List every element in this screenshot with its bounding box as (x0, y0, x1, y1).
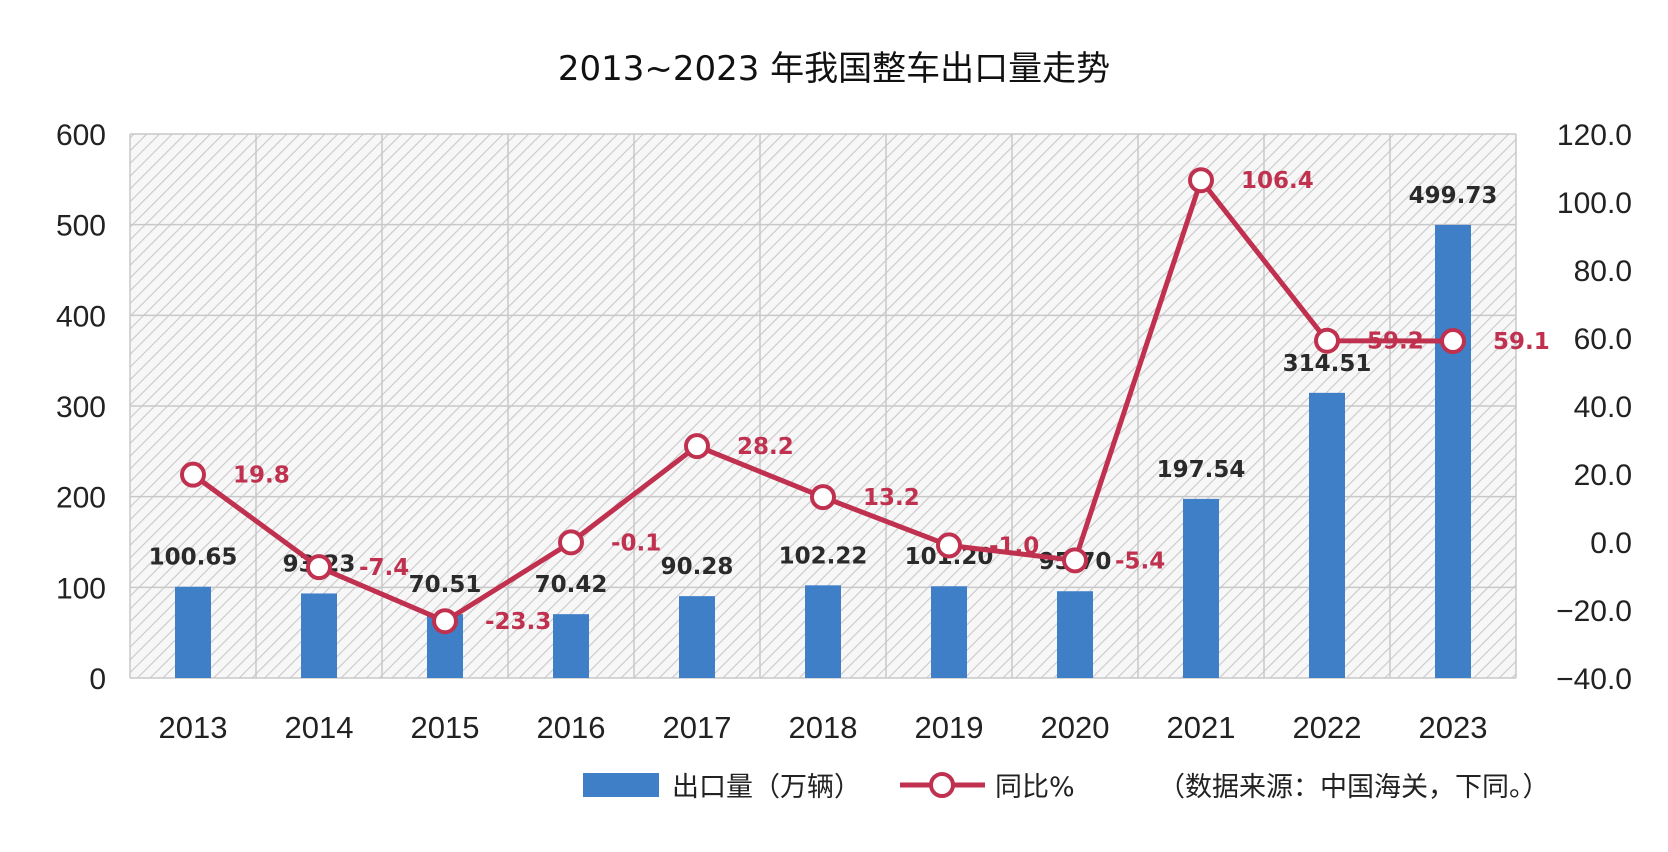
yoy-value-label: 13.2 (863, 485, 920, 511)
x-tick-label: 2022 (1293, 710, 1362, 745)
bar (679, 596, 715, 678)
x-ticks: 2013 2014 2015 2016 2017 2018 2019 2020 2021 2022… (159, 710, 1488, 745)
bar (301, 593, 337, 678)
y-left-tick-label: 100 (56, 572, 106, 605)
y-right-tick-label: 20.0 (1574, 459, 1632, 492)
x-tick-label: 2017 (663, 710, 732, 745)
yoy-point (432, 608, 458, 635)
x-tick-label: 2013 (159, 710, 228, 745)
yoy-point (558, 529, 584, 556)
y-left-tick-label: 200 (56, 482, 106, 515)
yoy-point (180, 461, 206, 488)
y-right-tick-label: −40.0 (1556, 663, 1632, 696)
yoy-point (1062, 547, 1088, 574)
y-left-tick-label: 400 (56, 300, 106, 333)
x-tick-label: 2023 (1419, 710, 1488, 745)
bar-value-label: 70.42 (535, 572, 608, 598)
y-right-tick-label: 60.0 (1574, 323, 1632, 356)
x-tick-label: 2020 (1041, 710, 1110, 745)
legend-line-marker (929, 772, 955, 798)
bar-value-label: 90.28 (661, 554, 734, 580)
x-tick-label: 2015 (411, 710, 480, 745)
yoy-value-label: 19.8 (233, 463, 290, 489)
x-tick-label: 2021 (1167, 710, 1236, 745)
source-note: （数据来源：中国海关，下同。） (1158, 772, 1550, 803)
bar (1309, 392, 1345, 678)
yoy-value-label: 59.1 (1493, 329, 1550, 355)
line-labels: 19.8 -7.4 -23.3 -0.1 28.2 13.2 -1.0 -5.4 106.4 59… (233, 168, 1550, 635)
legend-line-label: 同比% (995, 772, 1075, 803)
bar (805, 585, 841, 678)
yoy-value-label: -1.0 (989, 533, 1039, 559)
yoy-point (1188, 167, 1214, 194)
chart-title: 2013~2023 年我国整车出口量走势 (558, 49, 1110, 89)
yoy-point (810, 484, 836, 511)
legend: 出口量（万辆） 同比% (583, 772, 1075, 803)
y-left-tick-label: 500 (56, 210, 106, 243)
yoy-point (936, 532, 962, 559)
bar (1435, 224, 1471, 678)
y-left-ticks: 0 100 200 300 400 500 600 (56, 119, 106, 696)
y-right-ticks: −40.0 −20.0 0.0 20.0 40.0 60.0 80.0 100.0 120.0 (1556, 119, 1632, 696)
yoy-value-label: -23.3 (485, 609, 551, 635)
yoy-point (306, 554, 332, 581)
bars (175, 224, 1471, 678)
yoy-value-label: -7.4 (359, 555, 409, 581)
bar (1183, 498, 1219, 678)
bar (931, 586, 967, 678)
y-right-tick-label: 120.0 (1557, 119, 1632, 152)
x-tick-label: 2018 (789, 710, 858, 745)
bar (175, 586, 211, 678)
y-left-tick-label: 600 (56, 119, 106, 152)
yoy-value-label: 106.4 (1241, 168, 1314, 194)
y-left-tick-label: 300 (56, 391, 106, 424)
legend-bar-swatch (583, 773, 659, 797)
bar-value-label: 314.51 (1283, 351, 1372, 377)
bar-value-label: 102.22 (779, 543, 868, 569)
yoy-line-series (180, 167, 1466, 635)
y-right-tick-label: 100.0 (1557, 187, 1632, 220)
y-right-tick-label: 0.0 (1590, 527, 1632, 560)
bar-value-label: 70.51 (409, 572, 482, 598)
y-right-tick-label: −20.0 (1556, 595, 1632, 628)
y-right-tick-label: 40.0 (1574, 391, 1632, 424)
x-tick-label: 2014 (285, 710, 354, 745)
bar-value-label: 100.65 (149, 545, 238, 571)
yoy-value-label: -5.4 (1115, 548, 1165, 574)
bar (553, 614, 589, 678)
bar (1057, 591, 1093, 678)
yoy-value-label: -0.1 (611, 530, 661, 556)
yoy-point (684, 433, 710, 460)
yoy-value-label: 59.2 (1367, 329, 1424, 355)
legend-bar-label: 出口量（万辆） (672, 772, 861, 803)
bar-value-label: 197.54 (1157, 457, 1246, 483)
bar-value-label: 499.73 (1409, 183, 1498, 209)
x-tick-label: 2016 (537, 710, 606, 745)
yoy-point (1314, 327, 1340, 354)
y-left-tick-label: 0 (89, 663, 106, 696)
yoy-value-label: 28.2 (737, 434, 794, 460)
x-tick-label: 2019 (915, 710, 984, 745)
yoy-point (1440, 328, 1466, 355)
y-right-tick-label: 80.0 (1574, 255, 1632, 288)
